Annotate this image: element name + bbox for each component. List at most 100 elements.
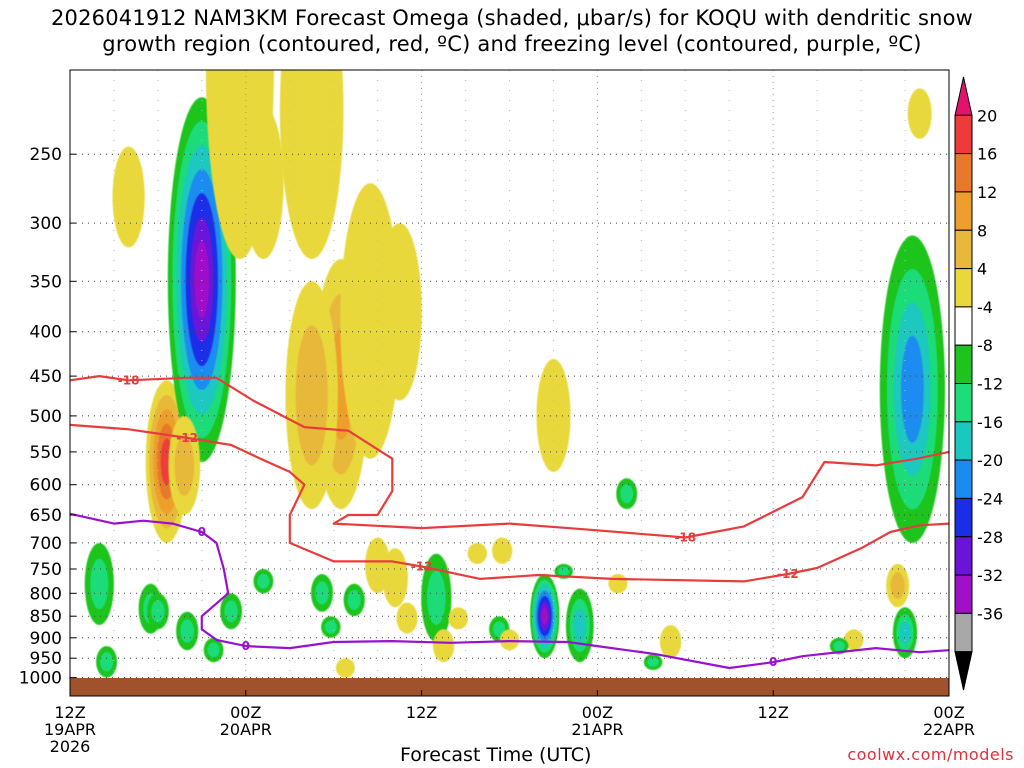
colorbar-bin-10 <box>954 459 973 499</box>
contour-label-2-2: 0 <box>769 655 777 669</box>
y-tick-label-800: 800 <box>30 584 62 604</box>
omega-cell-small-6-level-1 <box>151 600 165 623</box>
colorbar-label-4: 4 <box>977 260 987 279</box>
omega-cell-small-22-level-1 <box>647 657 659 667</box>
y-tick-label-300: 300 <box>30 214 62 234</box>
contour-label-2-0: 0 <box>198 525 206 539</box>
pressure-axis: 2503003504004505005506006507007508008509… <box>19 145 76 689</box>
contour-line-2 <box>70 512 949 670</box>
y-tick-label-450: 450 <box>30 367 62 387</box>
colorbar-label-7: -12 <box>977 375 1003 394</box>
colorbar-label-5: -4 <box>977 298 993 317</box>
y-tick-label-700: 700 <box>30 534 62 554</box>
grid-lines <box>70 70 949 696</box>
colorbar-label-9: -20 <box>977 451 1003 470</box>
x-tick-label-0-2: 2026 <box>50 737 91 756</box>
colorbar-label-8: -16 <box>977 413 1003 432</box>
colorbar-bin-7 <box>954 344 973 385</box>
omega-cell-small-31-level-1 <box>100 652 114 672</box>
y-tick-label-350: 350 <box>30 272 62 292</box>
x-tick-label-0-1: 19APR <box>44 720 96 739</box>
y-tick-label-950: 950 <box>30 649 62 669</box>
x-tick-label-4-0: 12Z <box>758 703 789 722</box>
colorbar-bin-11 <box>954 497 973 538</box>
chart-title-line2: growth region (contoured, red, ºC) and f… <box>102 32 922 56</box>
omega-cell-small-32-level-0 <box>335 658 355 678</box>
y-tick-label-500: 500 <box>30 407 62 427</box>
x-tick-label-1-0: 00Z <box>230 703 261 722</box>
y-tick-label-550: 550 <box>30 443 62 463</box>
omega-cell-small-25-level-0 <box>659 625 682 659</box>
colorbar-bin-3 <box>954 191 973 231</box>
x-tick-label-0-0: 12Z <box>54 703 85 722</box>
omega-cell-small-21-level-0 <box>536 359 571 472</box>
omega-cell-small-2-level-0 <box>243 106 284 259</box>
omega-cell-small-30-level-1 <box>207 642 220 658</box>
omega-cell-small-3-level-0 <box>279 70 344 259</box>
x-tick-label-5-0: 00Z <box>933 703 964 722</box>
omega-cell-small-34-level-1 <box>833 640 845 652</box>
plot-frame <box>69 69 950 697</box>
omega-cell-small-24-level-0 <box>907 88 932 139</box>
omega-cell-small-4-level-1 <box>90 558 109 610</box>
colorbar-bin-8 <box>954 383 973 423</box>
colorbar-label-11: -28 <box>977 528 1003 547</box>
colorbar-label-2: 12 <box>977 183 997 202</box>
y-tick-label-850: 850 <box>30 607 62 627</box>
y-tick-label-1000: 1000 <box>19 669 62 689</box>
x-tick-label-3-0: 00Z <box>582 703 613 722</box>
colorbar-bin-13 <box>954 574 973 614</box>
omega-cell-small-15-level-0 <box>448 607 469 630</box>
colorbar-label-1: 16 <box>977 145 997 164</box>
omega-cell-main-6-level-3 <box>901 335 924 443</box>
y-tick-label-400: 400 <box>30 323 62 343</box>
omega-cell-small-8-level-1 <box>257 573 270 589</box>
omega-cell-small-27-level-0 <box>396 602 418 634</box>
omega-cell-main-3-level-1 <box>427 570 446 625</box>
y-tick-label-250: 250 <box>30 145 62 165</box>
colorbar-bin-1 <box>954 114 973 155</box>
x-axis-title: Forecast Time (UTC) <box>400 744 592 766</box>
colorbar-bin-4 <box>954 229 973 270</box>
omega-cell-main-8-level-1 <box>890 572 905 599</box>
y-tick-label-750: 750 <box>30 560 62 580</box>
temperature-contours: -18 -18 -12 -12 -12 0 0 0 <box>70 373 949 669</box>
omega-cell-small-28-level-0 <box>433 629 455 663</box>
x-tick-label-3-1: 21APR <box>571 720 623 739</box>
credit-text: coolwx.com/models <box>847 745 1014 764</box>
omega-cell-main-7-level-2 <box>899 621 911 644</box>
contour-label-1-2: -12 <box>777 567 799 581</box>
omega-cell-plume-a-level-1 <box>295 325 328 466</box>
colorbar-bin-12 <box>954 536 973 576</box>
contour-label-2-1: 0 <box>242 639 250 653</box>
colorbar-bin-9 <box>954 421 973 461</box>
y-tick-label-650: 650 <box>30 506 62 526</box>
ground-surface <box>70 678 949 696</box>
omega-cell-plume-c-level-0 <box>377 223 422 401</box>
omega-cell-small-19-level-0 <box>608 574 628 594</box>
colorbar-label-3: 8 <box>977 221 987 240</box>
omega-cell-small-17-level-0 <box>499 629 520 651</box>
omega-cell-small-33-level-0 <box>844 629 864 651</box>
omega-cell-small-10-level-1 <box>324 620 337 634</box>
omega-cell-small-18-level-1 <box>558 566 570 577</box>
omega-cell-small-20-level-1 <box>620 484 634 504</box>
contour-label-0-1: -18 <box>674 531 696 545</box>
colorbar-bin-6 <box>954 306 973 346</box>
colorbar-bin-14 <box>954 612 973 653</box>
y-tick-label-600: 600 <box>30 476 62 496</box>
omega-cell-small-0-level-0 <box>112 146 145 248</box>
colorbar-label-12: -32 <box>977 566 1003 585</box>
chart-title-line1: 2026041912 NAM3KM Forecast Omega (shaded… <box>50 6 974 30</box>
colorbar-label-13: -36 <box>977 604 1003 623</box>
y-tick-label-900: 900 <box>30 629 62 649</box>
x-tick-label-2-0: 12Z <box>406 703 437 722</box>
omega-cell-main-1-level-6 <box>194 241 209 319</box>
colorbar-bin-2 <box>954 153 973 193</box>
contour-line-1 <box>70 423 949 583</box>
contour-line-0 <box>70 375 949 539</box>
colorbar-bin-0 <box>954 76 973 116</box>
colorbar-label-10: -24 <box>977 489 1003 508</box>
